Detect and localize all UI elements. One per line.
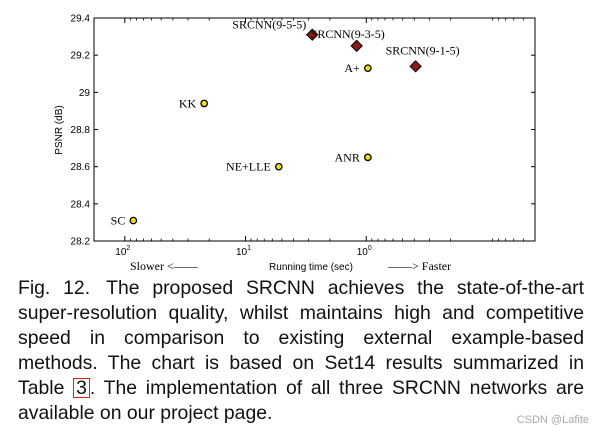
x-axis-ticks: 102 101 100 <box>115 18 536 258</box>
y-tick-label-0: 28.2 <box>71 237 91 248</box>
point-label-0: SC <box>111 214 126 228</box>
point-marker-4 <box>363 64 372 73</box>
x-tick-label-0: 102 <box>115 245 130 258</box>
slower-annotation: Slower <—— <box>130 259 199 273</box>
scatter-chart: 28.2 28.4 28.6 28.8 29 29.2 29.4 102 101 100 PSN… <box>54 14 536 273</box>
faster-annotation: ——> Faster <box>387 259 451 273</box>
caption-text-part-1: The proposed SRCNN achieves the state-of… <box>18 277 584 399</box>
table-reference-link[interactable]: 3 <box>73 378 90 398</box>
figure-chart: 28.2 28.4 28.6 28.8 29 29.2 29.4 102 101 100 PSN… <box>54 14 536 273</box>
point-label-2: NE+LLE <box>226 160 271 174</box>
y-axis-ticks: 28.2 28.4 28.6 28.8 29 29.2 29.4 <box>71 14 535 248</box>
point-label-1: KK <box>179 96 197 110</box>
y-tick-label-2: 28.6 <box>71 162 91 173</box>
point-marker-2 <box>274 162 283 171</box>
point-marker-1 <box>200 99 209 108</box>
y-tick-label-5: 29.2 <box>71 51 91 62</box>
point-label-6: SRCNN(9-3-5) <box>311 27 385 41</box>
point-label-5: SRCNN(9-5-5) <box>232 18 306 32</box>
plot-frame <box>93 17 536 242</box>
caption-text-part-2: . The implementation of all three SRCNN … <box>18 377 584 424</box>
figure-number: Fig. 12. <box>18 277 91 299</box>
point-label-7: SRCNN(9-1-5) <box>386 43 460 57</box>
x-tick-label-2: 100 <box>357 245 372 258</box>
point-marker-3 <box>363 153 372 162</box>
watermark: CSDN @Lafite <box>516 414 589 426</box>
point-marker-5 <box>306 28 319 41</box>
point-marker-7 <box>409 60 422 73</box>
x-tick-label-1: 101 <box>236 245 251 258</box>
point-marker-0 <box>129 216 138 225</box>
figure-caption: Fig. 12. The proposed SRCNN achieves the … <box>18 276 584 426</box>
point-marker-6 <box>350 39 363 53</box>
x-axis-title: Running time (sec) <box>269 262 353 273</box>
y-tick-label-1: 28.4 <box>71 199 91 210</box>
data-points: SC KK NE+LLE ANR A+ SRCNN(9-5-5) SRCNN(9-3-5)S… <box>111 18 460 228</box>
y-tick-label-4: 29 <box>79 88 91 99</box>
y-tick-label-3: 28.8 <box>71 125 91 136</box>
y-tick-label-6: 29.4 <box>71 14 91 25</box>
y-axis-title: PSNR (dB) <box>54 105 65 154</box>
point-label-3: ANR <box>334 150 359 164</box>
point-label-4: A+ <box>344 61 360 75</box>
